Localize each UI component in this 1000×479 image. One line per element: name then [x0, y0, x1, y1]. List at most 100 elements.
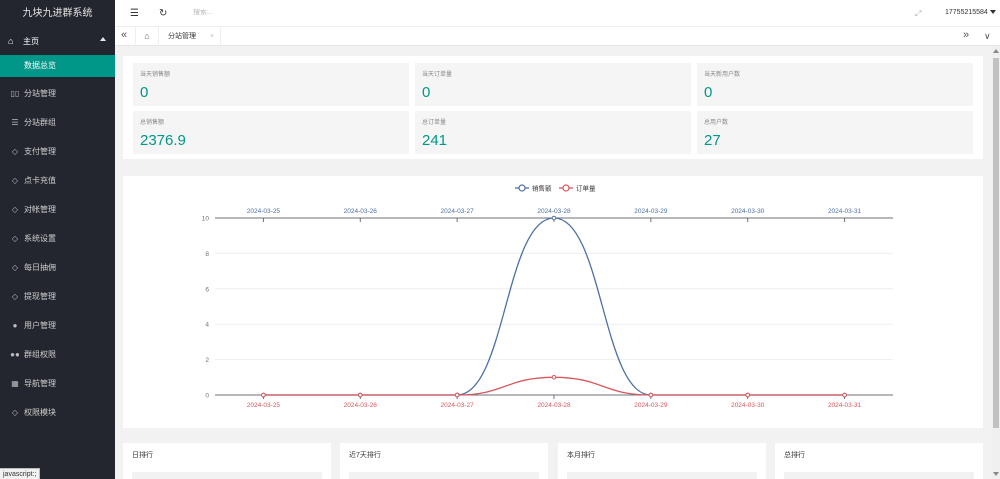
tab-active[interactable]: 分站管理 ×	[159, 27, 221, 46]
scroll-thumb[interactable]	[993, 58, 999, 428]
sidebar-item-label: 每日抽佣	[24, 263, 56, 272]
sidebar-item[interactable]: ▦ 导航管理	[0, 369, 115, 398]
ranking-daily: 日排行	[123, 443, 331, 479]
legend-label: 销售额	[532, 184, 552, 193]
legend-marker	[562, 184, 570, 192]
sidebar-item[interactable]: ◇ 权限模块	[0, 398, 115, 427]
y-tick-label: 6	[205, 286, 209, 293]
stat-value: 27	[704, 132, 721, 149]
stat-label: 总订单量	[422, 120, 447, 126]
stat-today-sales: 当天销售额 0	[133, 63, 409, 106]
x-tick-label-bottom: 2024-03-28	[537, 402, 571, 409]
brand-title: 九块九进群系统	[22, 8, 93, 19]
ranking-7days: 近7天排行	[340, 443, 548, 479]
stat-today-new-users: 当天新用户数 0	[697, 63, 973, 106]
legend-marker	[518, 184, 526, 192]
stat-total-orders: 总订单量 241	[415, 111, 691, 154]
sliders-icon: ☰	[11, 118, 19, 127]
tab-home[interactable]: ⌂	[135, 27, 159, 46]
username: 17755215584	[945, 9, 988, 16]
y-tick-label: 8	[205, 251, 209, 258]
data-point	[454, 392, 460, 398]
columns-icon: ▯▯	[10, 89, 20, 98]
menu-fold-icon[interactable]: ☰	[130, 8, 139, 19]
sidebar-item[interactable]: ◇ 提现管理	[0, 282, 115, 311]
shield-icon: ◇	[11, 292, 19, 301]
sidebar-nav-list: ▯▯ 分站管理 ☰ 分站群组 ◇ 支付管理 ◇ 点卡充值 ◇ 对帐管理 ◇ 系统设置 ◇ 每日抽佣 ◇ 提现管…	[0, 79, 115, 427]
scroll-up-icon[interactable]	[993, 49, 999, 53]
x-tick-label-bottom: 2024-03-26	[344, 402, 378, 409]
sidebar-item-label: 系统设置	[24, 234, 56, 243]
series-line-0	[263, 217, 845, 396]
user-menu[interactable]: 17755215584	[945, 9, 996, 16]
sidebar-item-label: 提现管理	[24, 292, 56, 301]
sidebar-item[interactable]: ◇ 支付管理	[0, 137, 115, 166]
search-input[interactable]	[193, 9, 273, 16]
shield-icon: ◇	[11, 205, 19, 214]
stat-label: 总用户数	[704, 120, 729, 126]
sidebar-item[interactable]: ● 用户管理	[0, 311, 115, 340]
main-content: 当天销售额 0 当天订单量 0 当天新用户数 0 总销售额 2376.9 总订单…	[115, 46, 990, 479]
sidebar-item-home[interactable]: ⌂ 主页	[0, 27, 115, 55]
fullscreen-icon[interactable]: ⤢	[915, 9, 922, 18]
x-tick-label-top: 2024-03-29	[634, 208, 668, 215]
sidebar-item[interactable]: ☰ 分站群组	[0, 108, 115, 137]
ranking-title: 日排行	[132, 452, 153, 459]
ranking-title: 总排行	[784, 452, 805, 459]
sidebar-item[interactable]: ◇ 每日抽佣	[0, 253, 115, 282]
scroll-down-icon[interactable]	[993, 472, 999, 476]
y-tick-label: 4	[205, 322, 209, 329]
refresh-icon[interactable]: ↻	[159, 8, 168, 19]
chevron-up-icon	[100, 37, 106, 41]
stat-label: 当天订单量	[422, 72, 453, 78]
sidebar-subitem-overview[interactable]: 数据总览	[0, 55, 115, 77]
vertical-scrollbar[interactable]	[992, 46, 1000, 479]
ranking-placeholder	[784, 472, 974, 479]
home-icon: ⌂	[144, 31, 150, 41]
user-icon: ●	[12, 321, 18, 330]
shield-icon: ◇	[11, 234, 19, 243]
top-header: ☰ ↻ ⤢ 17755215584	[115, 0, 1000, 27]
y-tick-label: 10	[202, 216, 210, 223]
users-icon: ●●	[10, 350, 20, 359]
sidebar-item-label: 分站群组	[24, 118, 56, 127]
sidebar-item[interactable]: ◇ 点卡充值	[0, 166, 115, 195]
sidebar-item[interactable]: ▯▯ 分站管理	[0, 79, 115, 108]
stat-value: 241	[422, 132, 448, 149]
tabs-scroll-left-icon[interactable]: «	[121, 29, 128, 41]
data-point	[551, 215, 557, 221]
ranking-title: 近7天排行	[349, 452, 381, 459]
sidebar-item[interactable]: ◇ 系统设置	[0, 224, 115, 253]
sidebar-item[interactable]: ●● 群组权限	[0, 340, 115, 369]
series-line-1	[263, 376, 845, 396]
stat-today-orders: 当天订单量 0	[415, 63, 691, 106]
tabs-dropdown-icon[interactable]: ∨	[984, 31, 991, 41]
shield-icon: ◇	[11, 147, 19, 156]
sidebar-item[interactable]: ◇ 对帐管理	[0, 195, 115, 224]
home-icon: ⌂	[8, 36, 14, 46]
x-tick-label-top: 2024-03-25	[247, 208, 281, 215]
x-tick-label-bottom: 2024-03-31	[828, 402, 862, 409]
line-chart: 0 2 4 6 8 10 2024-03-25 2024-03-25 2024-03-26 202…	[202, 184, 893, 409]
ranking-title: 本月排行	[567, 452, 595, 459]
data-point	[842, 392, 847, 398]
x-tick-label-top: 2024-03-28	[537, 208, 571, 215]
y-tick-label: 0	[205, 393, 209, 400]
chart-card: 0 2 4 6 8 10 2024-03-25 2024-03-25 2024-03-26 202…	[123, 176, 983, 428]
close-icon[interactable]: ×	[209, 33, 214, 40]
shield-icon: ◇	[11, 176, 19, 185]
x-tick-label-bottom: 2024-03-29	[634, 402, 668, 409]
tabs-scroll-right-icon[interactable]: »	[963, 29, 970, 41]
ranking-month: 本月排行	[558, 443, 766, 479]
status-hint: javascript:;	[0, 468, 41, 479]
sidebar-item-label: 对帐管理	[24, 205, 56, 214]
nav-icon: ▦	[11, 379, 19, 388]
stat-value: 0	[704, 84, 713, 101]
stat-total-sales: 总销售额 2376.9	[133, 111, 409, 154]
x-tick-label-top: 2024-03-30	[731, 208, 765, 215]
sidebar-item-label: 支付管理	[24, 147, 56, 156]
stat-value: 2376.9	[140, 132, 186, 149]
shield-icon: ◇	[11, 263, 19, 272]
stat-value: 0	[140, 84, 149, 101]
ranking-placeholder	[132, 472, 322, 479]
